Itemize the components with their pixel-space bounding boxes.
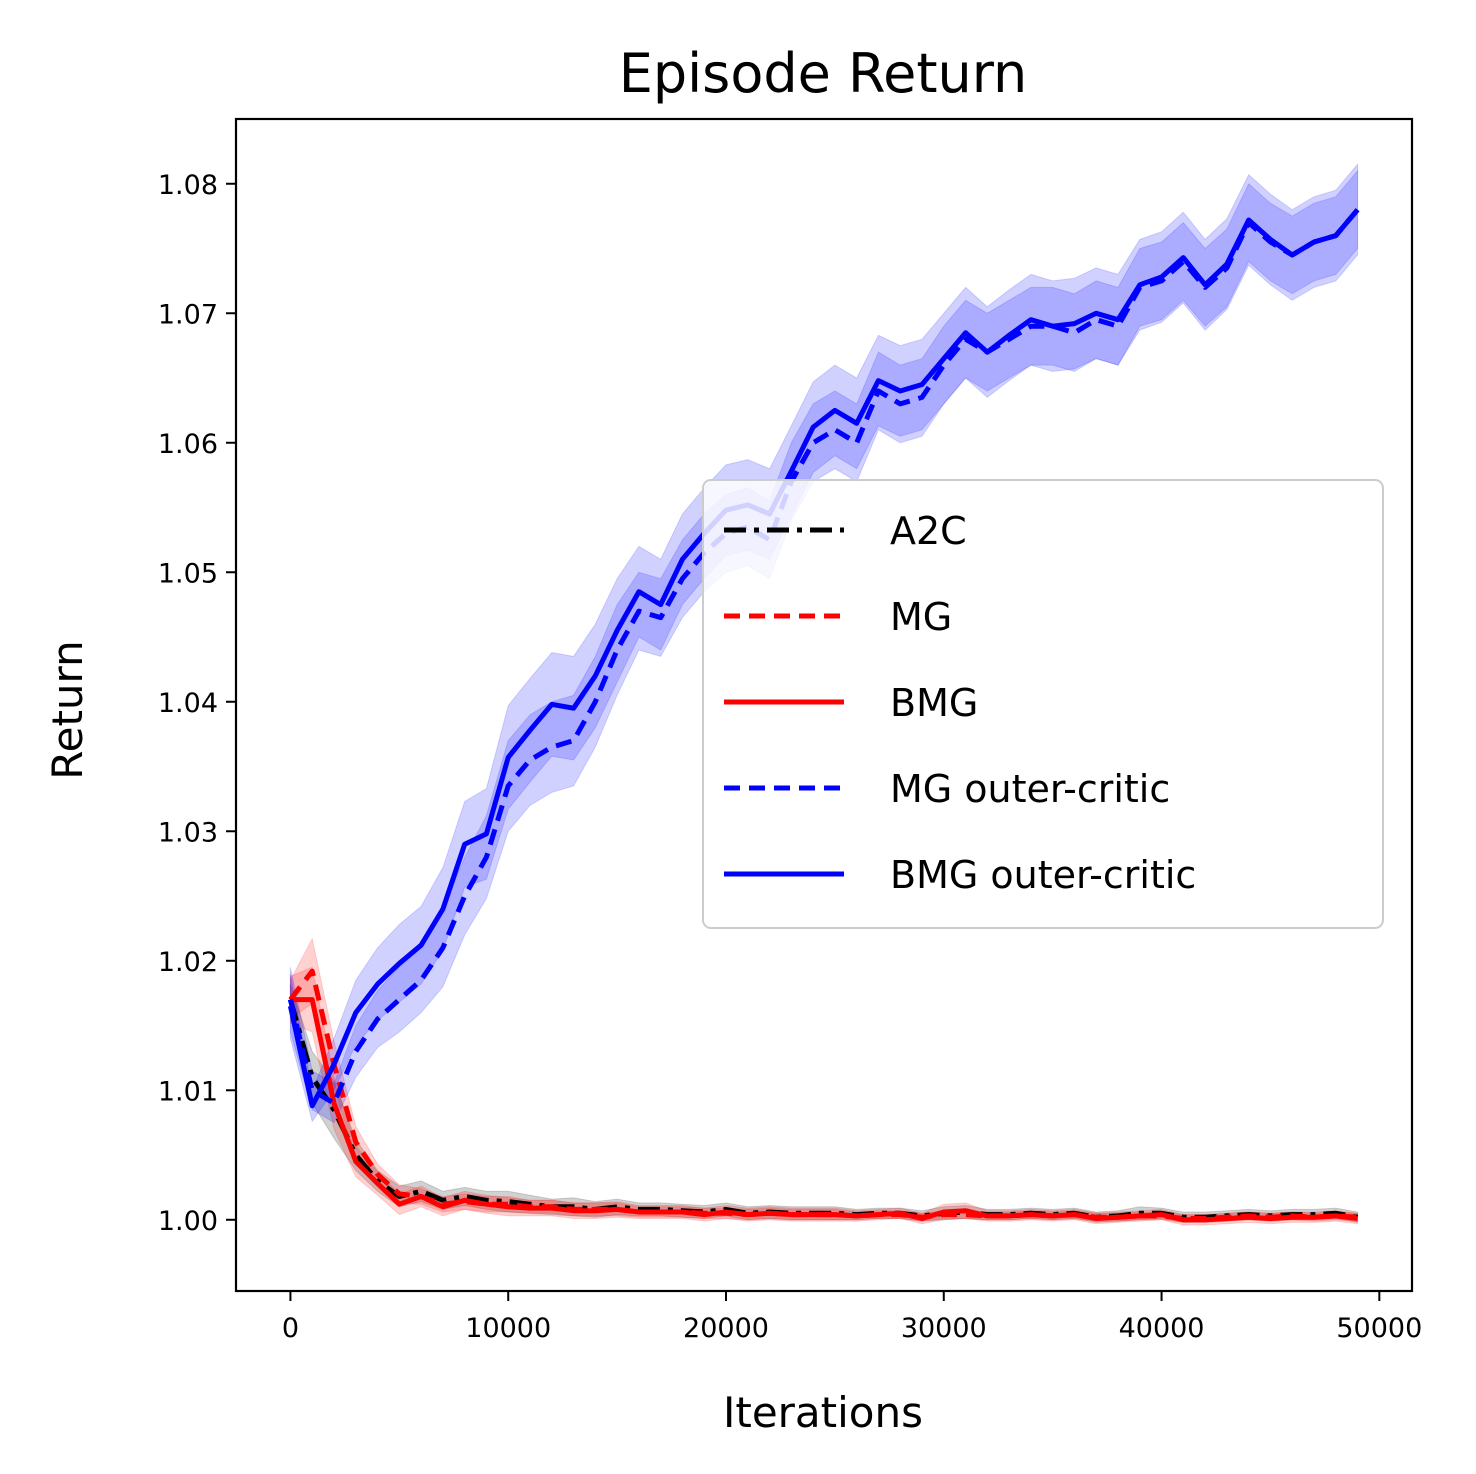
series-line-1 <box>288 968 1358 1221</box>
y-axis-ticks: 1.00 1.01 1.02 1.03 1.04 1.05 1.06 1.07 1.08 <box>158 170 236 1237</box>
y-tick-label: 1.05 <box>158 558 218 589</box>
series-line-3 <box>287 208 1360 1106</box>
legend-label: MG <box>890 595 952 639</box>
y-axis-title: Return <box>43 640 92 779</box>
series-band-4 <box>289 162 1359 1123</box>
x-axis-title: Iterations <box>723 1388 923 1437</box>
series-band-2 <box>289 966 1359 1226</box>
x-tick-label: 40000 <box>1119 1313 1205 1344</box>
x-tick-label: 10000 <box>465 1313 551 1344</box>
y-tick-label: 1.02 <box>158 947 218 978</box>
y-tick-label: 1.07 <box>158 299 218 330</box>
x-tick-label: 0 <box>282 1313 299 1344</box>
y-tick-label: 1.03 <box>158 817 218 848</box>
x-tick-label: 20000 <box>683 1313 769 1344</box>
legend-label: MG outer-critic <box>890 767 1170 811</box>
series-band-3 <box>289 169 1359 1124</box>
y-tick-label: 1.04 <box>158 688 218 719</box>
legend-label: A2C <box>890 509 967 553</box>
series-line-0 <box>287 998 1359 1220</box>
series-band-1 <box>289 937 1359 1223</box>
x-tick-label: 30000 <box>901 1313 987 1344</box>
series-line-4 <box>287 208 1360 1109</box>
y-tick-label: 1.01 <box>158 1076 218 1107</box>
series-band-0 <box>289 983 1359 1223</box>
legend-label: BMG outer-critic <box>890 853 1196 897</box>
x-tick-label: 50000 <box>1336 1313 1422 1344</box>
x-axis-ticks: 0 10000 20000 30000 40000 50000 <box>282 1291 1422 1344</box>
legend: A2C MG BMG MG outer-critic BMG outer-critic <box>702 479 1384 929</box>
chart-title: Episode Return <box>619 42 1027 105</box>
y-tick-label: 1.08 <box>158 170 218 201</box>
plot-frame <box>234 117 1414 1293</box>
series-lines <box>287 208 1360 1223</box>
legend-box <box>702 479 1384 929</box>
legend-label: BMG <box>890 681 978 725</box>
y-tick-label: 1.06 <box>158 429 218 460</box>
series-line-2 <box>290 997 1358 1223</box>
y-tick-label: 1.00 <box>158 1206 218 1237</box>
